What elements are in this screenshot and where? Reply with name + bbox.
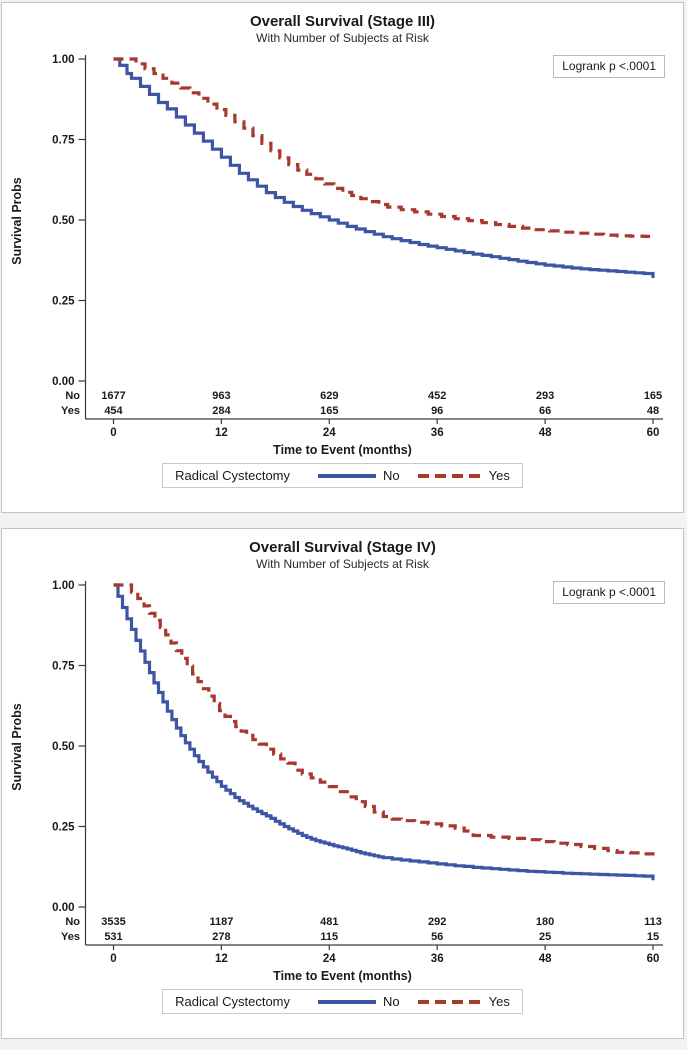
survival-curve-yes	[113, 583, 655, 859]
at-risk-value: 284	[212, 405, 231, 417]
legend-entry-yes: Yes	[417, 994, 510, 1009]
legend-row: Radical Cystectomy No Yes	[2, 463, 683, 488]
at-risk-value: 165	[320, 405, 338, 417]
x-tick-label: 12	[215, 953, 228, 965]
at-risk-value: 293	[536, 390, 554, 402]
x-tick-label: 36	[431, 427, 444, 439]
at-risk-value: 165	[644, 390, 662, 402]
at-risk-row-label: Yes	[61, 931, 80, 943]
at-risk-row-label: No	[65, 916, 80, 928]
x-tick-label: 0	[110, 427, 116, 439]
y-tick-label: 1.00	[52, 54, 74, 66]
at-risk-value: 96	[431, 405, 443, 417]
at-risk-row-label: No	[65, 390, 80, 402]
x-tick-label: 60	[647, 953, 660, 965]
y-tick-label: 0.00	[52, 902, 74, 914]
x-tick-label: 36	[431, 953, 444, 965]
at-risk-value: 180	[536, 916, 554, 928]
at-risk-value: 629	[320, 390, 338, 402]
y-tick-label: 1.00	[52, 580, 74, 592]
at-risk-value: 1677	[101, 390, 125, 402]
logrank-pvalue-box: Logrank p <.0001	[553, 55, 665, 78]
legend-row: Radical Cystectomy No Yes	[2, 989, 683, 1014]
legend-box: Radical Cystectomy No Yes	[162, 463, 523, 488]
legend-group-label: Radical Cystectomy	[175, 994, 291, 1009]
y-tick-label: 0.00	[52, 376, 74, 388]
x-axis-label: Time to Event (months)	[273, 969, 412, 983]
at-risk-value: 66	[539, 405, 551, 417]
at-risk-value: 48	[647, 405, 659, 417]
at-risk-value: 278	[212, 931, 230, 943]
x-tick-label: 48	[539, 953, 552, 965]
logrank-pvalue-box: Logrank p <.0001	[553, 581, 665, 604]
km-plot-stage-3: 0.00 0.25 0.50 0.75 1.00 0 12 24 36 48 60 No 1677 963…	[52, 54, 663, 439]
legend-entry-label: Yes	[488, 468, 510, 483]
survival-curve-no	[113, 583, 655, 881]
no-line-sample-icon	[318, 999, 377, 1004]
no-line-sample-icon	[318, 473, 377, 478]
at-risk-value: 963	[212, 390, 230, 402]
x-tick-label: 48	[539, 427, 552, 439]
x-tick-label: 60	[647, 427, 660, 439]
chart-title: Overall Survival (Stage III)	[249, 13, 436, 30]
y-axis-label: Survival Probs	[10, 177, 24, 265]
legend-entry-no: No	[318, 994, 400, 1009]
at-risk-value: 1187	[209, 916, 233, 928]
y-tick-label: 0.75	[52, 135, 75, 147]
legend-entry-yes: Yes	[417, 468, 510, 483]
at-risk-row-label: Yes	[61, 405, 80, 417]
survival-curve-no	[113, 57, 655, 278]
at-risk-value: 56	[431, 931, 443, 943]
at-risk-value: 25	[539, 931, 551, 943]
y-tick-label: 0.25	[52, 296, 75, 308]
y-tick-label: 0.50	[52, 741, 74, 753]
at-risk-value: 454	[104, 405, 123, 417]
chart-title: Overall Survival (Stage IV)	[249, 539, 436, 556]
legend-box: Radical Cystectomy No Yes	[162, 989, 523, 1014]
at-risk-value: 452	[428, 390, 446, 402]
x-axis-label: Time to Event (months)	[273, 443, 412, 457]
legend-entry-no: No	[318, 468, 400, 483]
at-risk-value: 292	[428, 916, 446, 928]
at-risk-value: 15	[647, 931, 659, 943]
legend-group-label: Radical Cystectomy	[175, 468, 291, 483]
x-tick-label: 0	[110, 953, 116, 965]
chart-subtitle: With Number of Subjects at Risk	[256, 557, 429, 571]
at-risk-value: 113	[644, 916, 662, 928]
legend-entry-label: Yes	[488, 994, 510, 1009]
at-risk-value: 481	[320, 916, 338, 928]
y-axis-label: Survival Probs	[10, 703, 24, 791]
x-tick-label: 12	[215, 427, 228, 439]
yes-line-sample-icon	[417, 473, 482, 478]
y-tick-label: 0.50	[52, 215, 74, 227]
legend-entry-label: No	[383, 994, 400, 1009]
at-risk-value: 3535	[101, 916, 125, 928]
x-tick-label: 24	[323, 953, 336, 965]
at-risk-value: 531	[104, 931, 122, 943]
chart-subtitle: With Number of Subjects at Risk	[256, 31, 429, 45]
yes-line-sample-icon	[417, 999, 482, 1004]
km-plot-stage-4: 0.00 0.25 0.50 0.75 1.00 0 12 24 36 48 60 No 3535 118…	[52, 580, 663, 965]
x-tick-label: 24	[323, 427, 336, 439]
survival-panel-stage-4: Overall Survival (Stage IV) With Number …	[1, 528, 684, 1039]
legend-entry-label: No	[383, 468, 400, 483]
y-tick-label: 0.25	[52, 822, 75, 834]
survival-curve-yes	[113, 57, 655, 239]
y-tick-label: 0.75	[52, 661, 75, 673]
at-risk-value: 115	[320, 931, 338, 943]
survival-panel-stage-3: Overall Survival (Stage III) With Number…	[1, 2, 684, 513]
